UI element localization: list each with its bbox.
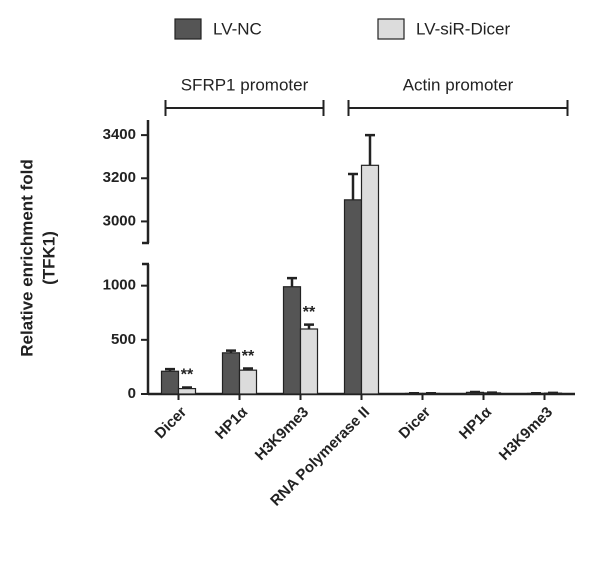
- bar: [177, 387, 197, 395]
- group-label: Actin promoter: [403, 75, 514, 94]
- error-bar: [304, 323, 314, 329]
- y-axis-title: (TFK1): [39, 231, 58, 285]
- error-bar: [287, 276, 297, 287]
- y-tick-label: 3000: [103, 212, 136, 229]
- bar: [343, 199, 363, 395]
- y-tick-label: 3400: [103, 126, 136, 143]
- y-axis-title: Relative enrichment fold: [17, 159, 36, 356]
- bar: [282, 286, 302, 395]
- x-tick-label: HP1α: [456, 403, 496, 443]
- legend-swatch: [377, 18, 405, 40]
- group-bracket: [164, 100, 325, 116]
- y-tick-label: 500: [111, 331, 136, 348]
- error-bar: [365, 133, 375, 166]
- y-tick-label: 3200: [103, 169, 136, 186]
- bar: [299, 328, 319, 395]
- y-tick-label: 1000: [103, 277, 136, 294]
- x-tick-label: Dicer: [396, 404, 435, 443]
- error-bar: [243, 367, 253, 371]
- x-tick-label: H3K9me3: [252, 404, 312, 464]
- x-tick-label: HP1α: [212, 403, 252, 443]
- x-tick-label: H3K9me3: [496, 404, 556, 464]
- error-bar: [165, 367, 175, 372]
- x-tick-label: Dicer: [152, 404, 191, 443]
- legend-swatch: [174, 18, 202, 40]
- bar: [160, 370, 180, 395]
- group-label: SFRP1 promoter: [181, 75, 309, 94]
- group-bracket: [347, 100, 569, 116]
- error-bar: [348, 172, 358, 200]
- significance: **: [242, 348, 255, 365]
- significance: **: [303, 304, 316, 321]
- error-bar: [226, 349, 236, 353]
- y-tick-label: 0: [128, 385, 136, 402]
- bar: [360, 164, 380, 395]
- bar: [238, 369, 258, 395]
- legend-label: LV-NC: [213, 19, 262, 38]
- error-bar: [182, 386, 192, 389]
- bar: [221, 352, 241, 395]
- legend-label: LV-siR-Dicer: [416, 19, 510, 38]
- significance: **: [181, 367, 194, 384]
